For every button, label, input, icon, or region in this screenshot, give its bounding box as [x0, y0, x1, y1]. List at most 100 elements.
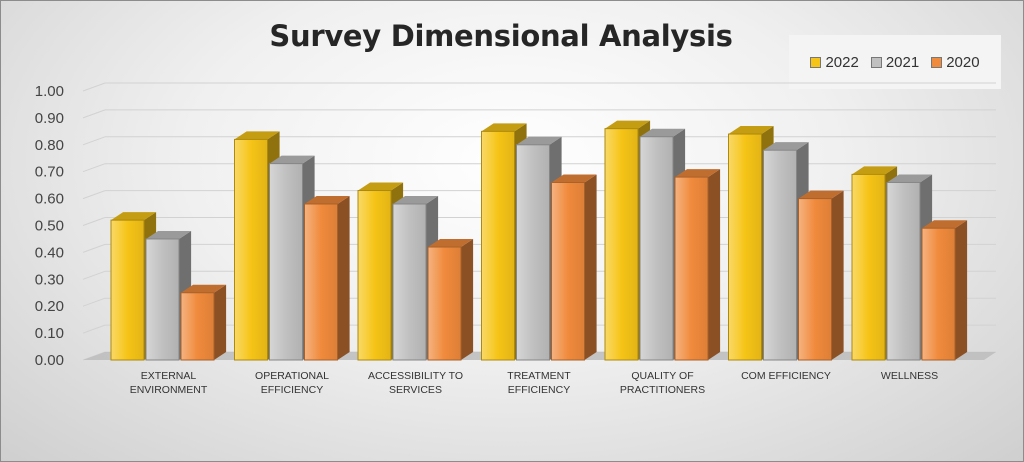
bar-front: [516, 144, 550, 361]
gridline-diagonal: [82, 217, 106, 226]
bar-front: [551, 181, 585, 361]
legend-item-2022: 2022: [810, 53, 859, 71]
bar-2020-2: [304, 195, 350, 361]
bar-top: [551, 174, 597, 183]
gridline-diagonal: [82, 243, 106, 253]
bar-side: [461, 239, 474, 360]
bar-2020-7: [921, 220, 968, 361]
x-tick-line: WELLNESS: [881, 370, 938, 382]
y-tick-label: 0.60: [35, 191, 64, 208]
x-tick-label: OPERATIONAL EFFICIENCY: [255, 370, 329, 396]
bar-front: [392, 203, 427, 361]
legend-label-2020: 2020: [946, 53, 980, 71]
x-tick-label: EXTERNAL ENVIRONMENT: [130, 370, 208, 396]
x-tick-line: EXTERNAL: [141, 370, 197, 382]
bar-front: [304, 203, 338, 361]
gridline-diagonal: [82, 324, 106, 334]
gridline-diagonal: [82, 297, 106, 307]
bar-front: [921, 227, 956, 361]
legend-swatch-2022: [810, 56, 822, 68]
bar-side: [337, 195, 350, 360]
x-tick-line: ENVIRONMENT: [130, 384, 208, 396]
bar-front: [427, 246, 462, 361]
bar-side: [831, 190, 844, 360]
bar-top: [605, 120, 651, 129]
bar-top: [798, 190, 844, 199]
chart-legend: 2022 2021 2020: [789, 35, 1001, 89]
bar-top: [922, 220, 968, 229]
x-tick-line: ACCESSIBILITY TO: [368, 370, 463, 382]
gridline-diagonal: [82, 82, 106, 92]
bar-front: [886, 181, 921, 361]
gridline-diagonal: [82, 136, 106, 146]
bar-2020-1: [180, 284, 227, 361]
y-tick-label: 0.80: [35, 137, 64, 154]
x-tick-line: EFFICIENCY: [261, 384, 323, 396]
bar-side: [955, 220, 968, 360]
x-tick-label: ACCESSIBILITY TO SERVICES: [368, 370, 463, 396]
bar-top: [181, 284, 227, 293]
bar-top: [481, 123, 527, 132]
bar-side: [708, 169, 721, 360]
x-tick-line: SERVICES: [389, 384, 442, 396]
legend-label-2021: 2021: [885, 53, 920, 71]
bar-top: [234, 131, 280, 140]
gridline-diagonal: [82, 190, 106, 200]
bar-top: [358, 182, 404, 191]
bar-top: [728, 126, 774, 135]
bar-2020-6: [798, 190, 844, 361]
y-tick-label: 0.70: [35, 164, 64, 181]
bar-top: [146, 230, 192, 239]
bar-front: [145, 238, 180, 361]
y-tick-label: 0.40: [35, 244, 64, 261]
legend-item-2020: 2020: [931, 53, 980, 71]
y-tick-label: 0.00: [35, 352, 64, 369]
bar-2020-3: [427, 239, 474, 361]
bar-front: [728, 133, 762, 361]
bar-front: [763, 149, 797, 361]
y-tick-label: 1.00: [35, 83, 64, 100]
bar-front: [674, 176, 709, 361]
bar-top: [852, 166, 898, 175]
bar-front: [604, 128, 639, 361]
legend-label-2022: 2022: [825, 53, 859, 71]
x-tick-line: EFFICIENCY: [508, 384, 570, 396]
x-tick-line: PRACTITIONERS: [620, 384, 705, 396]
y-tick-label: 0.10: [35, 325, 64, 342]
gridline-diagonal: [82, 163, 106, 173]
bar-front: [180, 292, 215, 361]
bar-2020-5: [674, 169, 721, 361]
legend-swatch-2020: [931, 56, 943, 68]
legend-swatch-2021: [870, 56, 882, 68]
bar-top: [887, 174, 933, 183]
bar-front: [269, 163, 303, 361]
chart-title: Survey Dimensional Analysis: [269, 19, 733, 53]
bar-top: [763, 142, 809, 151]
x-tick-line: OPERATIONAL: [255, 370, 329, 382]
x-tick-label: TREATMENT EFFICIENCY: [507, 370, 571, 396]
gridline-diagonal: [82, 109, 106, 119]
bar-top: [111, 212, 157, 221]
gridline-diagonal: [82, 270, 106, 280]
y-tick-label: 0.20: [35, 298, 64, 315]
bar-top: [516, 136, 562, 145]
bar-2020-4: [551, 174, 597, 361]
bar-front: [639, 136, 674, 361]
bar-top: [428, 239, 474, 248]
bar-top: [393, 195, 439, 204]
x-tick-label: COM EFFICIENCY: [741, 370, 831, 382]
bar-top: [675, 169, 721, 178]
x-tick-line: TREATMENT: [507, 370, 571, 382]
bar-front: [357, 190, 392, 361]
bar-side: [584, 174, 597, 360]
bar-top: [304, 195, 350, 204]
bar-front: [110, 219, 145, 361]
bar-front: [798, 198, 832, 361]
bar-front: [851, 173, 886, 361]
y-tick-label: 0.90: [35, 110, 64, 127]
bar-top: [269, 155, 315, 164]
x-tick-line: COM EFFICIENCY: [741, 370, 831, 382]
y-tick-label: 0.50: [35, 218, 64, 235]
